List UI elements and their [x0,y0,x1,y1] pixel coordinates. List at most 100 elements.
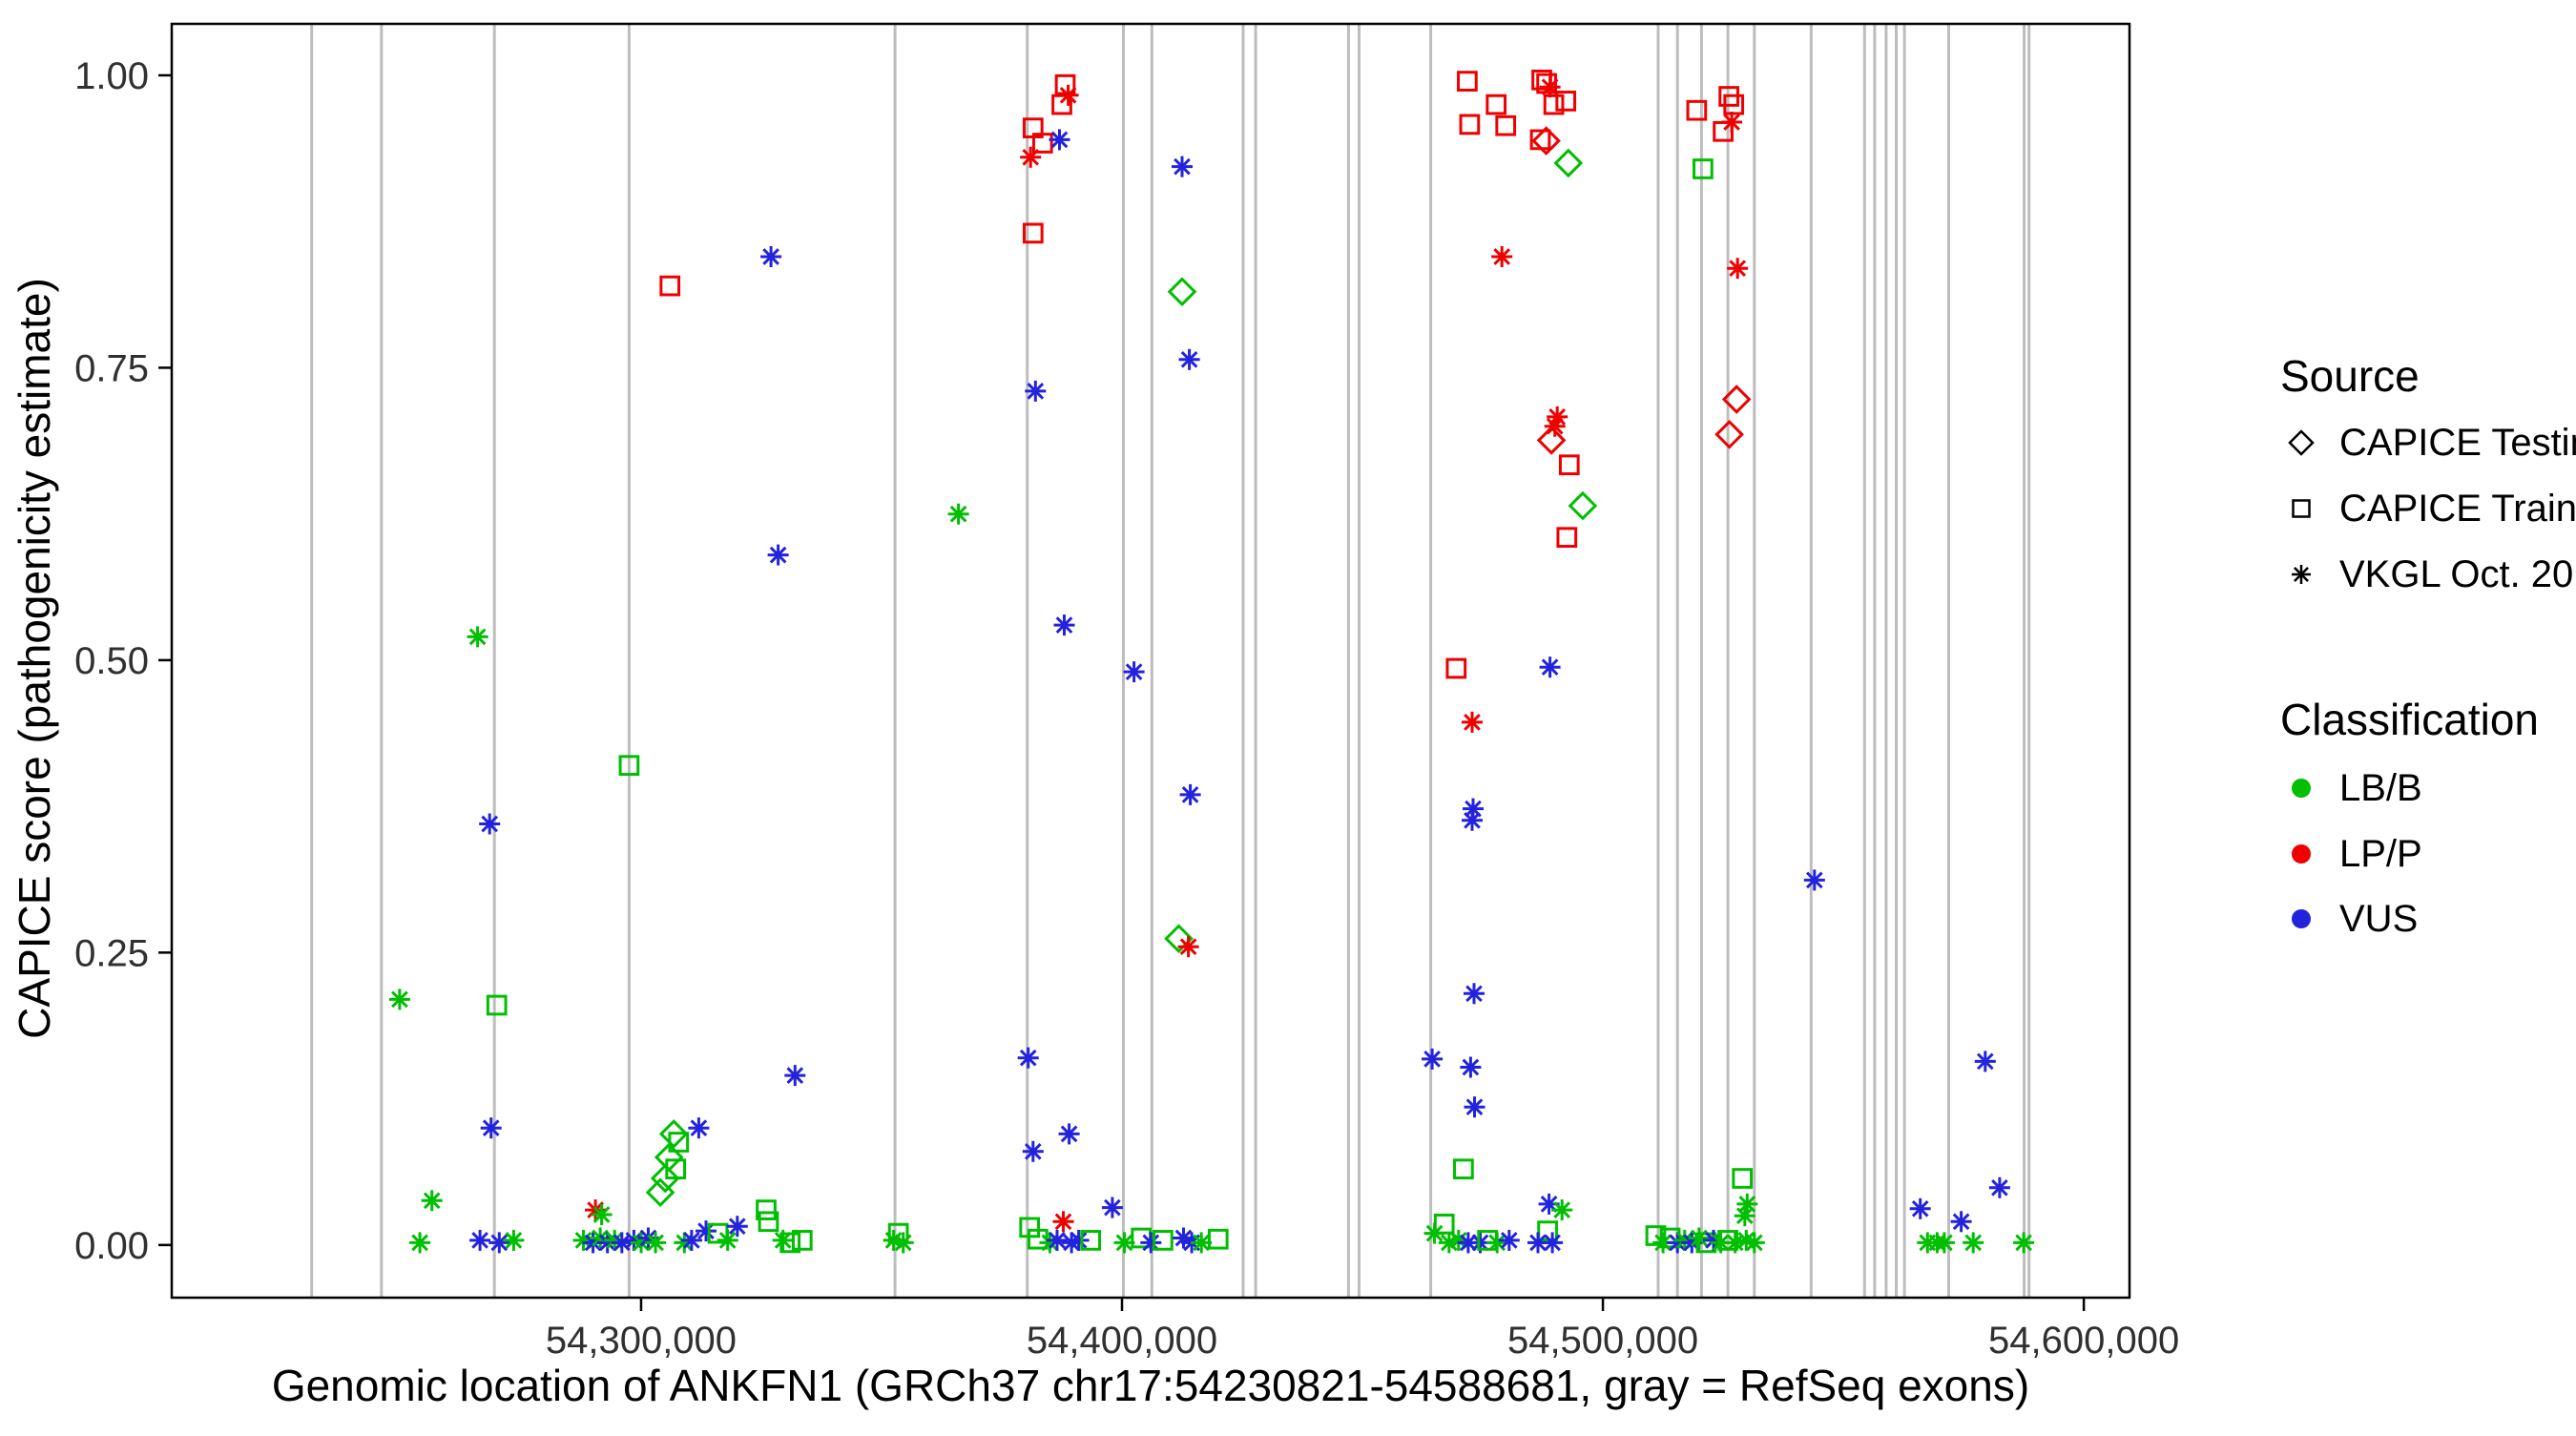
data-point [645,1232,666,1253]
asterisk-marker [1975,1051,1996,1072]
square-marker [661,277,679,295]
y-tick-label: 0.75 [74,347,149,389]
asterisk-marker [592,1204,613,1225]
data-point [768,545,789,566]
data-point [1465,1096,1485,1117]
data-point [681,1230,702,1251]
data-point [1424,1223,1445,1244]
asterisk-marker [1069,1230,1090,1251]
data-point [469,1230,490,1251]
legend-source-item: CAPICE Training [2294,488,2576,530]
legend-classification-item-label: LP/P [2339,833,2422,875]
data-point [1934,1232,1955,1253]
data-point [717,1230,738,1251]
asterisk-marker [1951,1211,1972,1232]
refseq-exon-lines [312,25,2029,1297]
data-point [648,1180,673,1205]
asterisk-marker [768,545,789,566]
legend-source-items: CAPICE Testing CAPICE Training VKGL Oct. 2… [2290,422,2576,595]
data-point [1447,659,1465,677]
data-point [1025,381,1046,402]
data-point [1951,1211,1972,1232]
x-tick-label: 54,500,000 [1507,1320,1698,1362]
data-point [1464,983,1485,1004]
data-point [1422,1049,1443,1070]
data-point [1804,869,1825,890]
data-point [1542,1232,1563,1253]
legend-classification-item-label: LB/B [2339,767,2422,809]
asterisk-marker [948,504,969,525]
data-point [503,1230,524,1251]
asterisk-marker [688,1117,709,1138]
diamond-marker [1556,151,1581,176]
legend-color-dot [2292,909,2311,928]
legend: Source CAPICE TestingCAPICE TrainingVKGL… [2280,351,2576,940]
square-marker [1455,1160,1473,1178]
asterisk-marker [1727,258,1748,279]
data-point [1059,1123,1080,1144]
asterisk-marker [1025,381,1046,402]
asterisk-marker [1735,1205,1755,1226]
asterisk-marker [1124,661,1145,682]
square-marker [1560,456,1578,474]
asterisk-marker [1047,1230,1068,1251]
y-tick-label: 0.50 [74,640,149,682]
asterisk-marker [1172,156,1193,177]
diamond-marker [1170,280,1195,304]
legend-source-item-label: VKGL Oct. 2019 [2339,553,2576,595]
data-point [1020,147,1041,168]
asterisk-marker [1551,1199,1572,1220]
asterisk-marker [1804,869,1825,890]
data-point [1491,246,1512,267]
data-point [1540,656,1561,677]
asterisk-marker [1464,983,1485,1004]
legend-color-dot [2292,844,2311,864]
y-tick-label: 1.00 [74,55,149,97]
data-point [1170,280,1195,304]
data-point [467,626,488,647]
asterisk-marker [893,1232,914,1253]
square-marker [1497,116,1515,135]
data-point [1556,151,1581,176]
asterisk-marker [1540,656,1561,677]
data-point [1180,784,1201,805]
square-marker [1487,95,1506,114]
legend-source-item-label: CAPICE Testing [2339,422,2576,464]
asterisk-marker [1462,712,1483,733]
asterisk-marker [422,1190,443,1211]
square-marker [1558,529,1576,547]
asterisk-marker [469,1230,490,1251]
data-point [1461,115,1479,134]
data-point [1744,1232,1765,1253]
data-point [1462,810,1483,831]
data-point [1989,1177,2010,1198]
diamond-marker [2290,431,2313,454]
data-point [1178,936,1199,957]
x-tick-label: 54,300,000 [546,1320,737,1362]
data-point [1910,1198,1931,1219]
data-point [488,1232,509,1253]
data-point [488,996,506,1014]
data-point [1497,116,1515,135]
asterisk-marker [488,1232,509,1253]
square-marker [488,996,506,1014]
data-point [1054,614,1075,635]
asterisk-marker [1744,1232,1765,1253]
asterisk-marker [1049,129,1070,150]
data-point [389,989,410,1009]
data-point [1023,1141,1044,1162]
data-point [661,277,679,295]
asterisk-marker [1180,784,1201,805]
diamond-marker [1570,493,1595,518]
asterisk-marker [1422,1049,1443,1070]
asterisk-marker [1989,1177,2010,1198]
data-point [422,1190,443,1211]
data-point [1688,101,1706,119]
data-point [1734,1170,1752,1188]
asterisk-marker [727,1216,748,1237]
data-point [1460,1057,1481,1078]
square-marker [2294,501,2310,517]
asterisk-marker [1542,1232,1563,1253]
